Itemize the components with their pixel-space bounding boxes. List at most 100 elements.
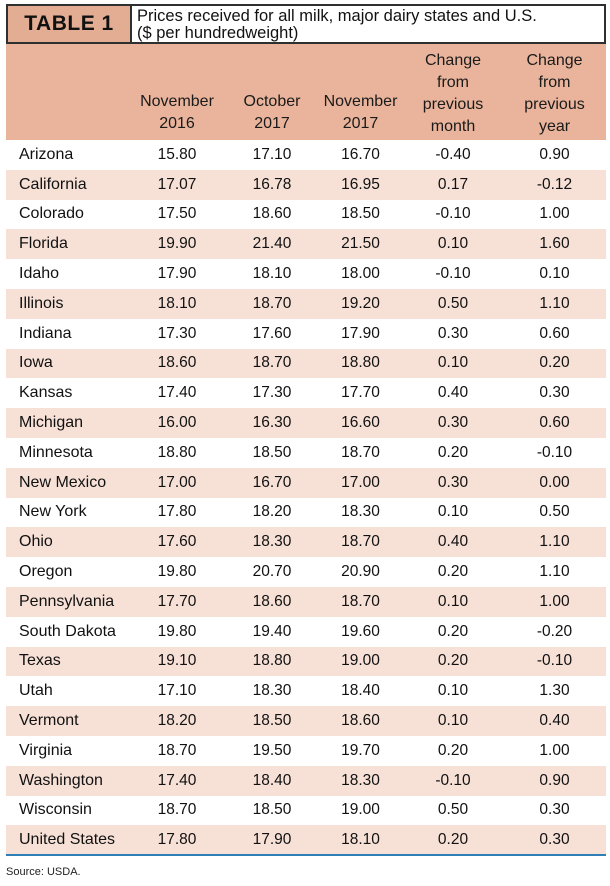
state-name: Arizona [19,145,74,163]
header-november-2016: November 2016 [128,44,226,140]
value-november-2017: 19.70 [341,741,380,759]
value-change-year: 1.10 [539,533,570,551]
value-november-2017: 16.60 [341,414,380,432]
table-row: Washington 17.40 18.40 18.30 -0.10 0.90 [6,765,606,796]
value-october-2017: 16.70 [252,473,292,491]
value-change-month: 0.10 [437,354,469,372]
state-name: Illinois [19,294,64,312]
value-november-2017: 20.90 [341,563,380,581]
state-name: Minnesota [19,443,93,461]
table-title-line: Prices received for all milk, major dair… [137,7,537,25]
value-change-year: 0.40 [539,712,570,730]
value-change-month: 0.17 [437,175,469,193]
value-november-2016: 17.07 [157,175,197,193]
value-november-2017: 17.90 [341,324,380,342]
state-name: Florida [19,235,68,253]
value-november-2017: 18.10 [341,831,380,849]
header-text: from [437,74,469,91]
header-text: 2017 [342,115,379,132]
value-change-year: 1.10 [539,563,570,581]
value-october-2017: 19.40 [252,622,292,640]
state-name: Utah [19,682,53,700]
value-october-2017: 18.80 [252,652,292,670]
value-october-2017: 21.40 [252,235,292,253]
value-november-2016: 15.80 [157,145,197,163]
value-change-year: 1.60 [539,235,570,253]
value-november-2016: 17.60 [157,533,197,551]
value-change-year: 0.00 [539,473,570,491]
header-text: October [243,93,301,110]
value-change-month: 0.40 [437,533,469,551]
value-november-2017: 18.30 [341,503,380,521]
value-november-2016: 18.80 [157,443,197,461]
value-november-2017: 18.80 [341,354,380,372]
value-november-2016: 19.90 [157,235,197,253]
value-change-month: 0.10 [437,235,469,253]
state-name: Vermont [19,712,79,730]
header-october-2017: October 2017 [226,44,318,140]
value-november-2017: 18.70 [341,592,380,610]
value-november-2017: 18.60 [341,712,380,730]
value-november-2016: 17.40 [157,771,197,789]
value-change-month: 0.30 [437,414,469,432]
table-title-bar: TABLE 1 Prices received for all milk, ma… [6,4,606,44]
value-change-year: 1.00 [539,592,570,610]
header-text: November [323,93,398,110]
header-text: previous [524,96,585,113]
table-number-label: TABLE 1 [8,6,132,42]
value-change-month: 0.40 [437,384,469,402]
table-row: Pennsylvania 17.70 18.60 18.70 0.10 1.00 [6,586,606,617]
table-row: Oregon 19.80 20.70 20.90 0.20 1.10 [6,557,606,587]
header-text: from [538,74,571,91]
value-change-month: 0.20 [437,741,469,759]
state-name: New York [19,503,87,521]
value-change-month: -0.40 [435,145,471,163]
value-november-2017: 19.00 [341,652,380,670]
value-november-2017: 19.00 [341,801,380,819]
state-name: Virginia [19,741,73,759]
value-change-month: 0.50 [437,294,469,312]
header-text: Change [424,52,482,69]
value-change-year: 0.30 [539,831,570,849]
header-change-month: Change from previous month [403,44,503,140]
value-change-month: 0.10 [437,592,469,610]
value-change-year: -0.12 [536,175,573,193]
value-october-2017: 16.78 [252,175,292,193]
value-october-2017: 17.90 [252,831,292,849]
header-text: November [140,93,214,110]
value-change-year: 1.00 [539,741,570,759]
value-november-2017: 17.70 [341,384,380,402]
value-november-2017: 18.70 [341,533,380,551]
table-row: Michigan 16.00 16.30 16.60 0.30 0.60 [6,408,606,438]
value-change-month: 0.20 [437,831,469,849]
table-row: South Dakota 19.80 19.40 19.60 0.20 -0.20 [6,616,606,647]
table-subtitle-line: ($ per hundredweight) [137,24,299,42]
state-name: Colorado [19,205,84,223]
state-name: Kansas [19,384,73,402]
value-november-2016: 17.00 [157,473,197,491]
value-change-year: 0.60 [539,414,570,432]
header-state [6,44,128,140]
table-title: Prices received for all milk, major dair… [132,6,604,42]
table-row: United States 17.80 17.90 18.10 0.20 0.30 [6,825,606,856]
table-row: Minnesota 18.80 18.50 18.70 0.20 -0.10 [6,437,606,468]
table-body: Arizona 15.80 17.10 16.70 -0.40 0.90 Californi… [6,140,606,856]
value-october-2017: 18.10 [252,265,292,283]
table-row: Florida 19.90 21.40 21.50 0.10 1.60 [6,229,606,260]
value-november-2016: 17.90 [157,265,197,283]
value-november-2017: 18.50 [341,205,380,223]
table-row: Arizona 15.80 17.10 16.70 -0.40 0.90 [6,140,606,170]
value-october-2017: 18.20 [252,503,292,521]
state-name: Pennsylvania [19,592,115,610]
value-november-2016: 18.60 [157,354,197,372]
value-change-year: -0.10 [536,443,573,461]
value-november-2016: 16.00 [157,414,197,432]
value-change-year: 1.00 [539,205,570,223]
header-text: previous [422,96,484,113]
header-text: month [430,118,476,135]
value-october-2017: 18.40 [252,771,292,789]
table-row: Indiana 17.30 17.60 17.90 0.30 0.60 [6,318,606,349]
value-change-year: 0.90 [539,145,570,163]
value-october-2017: 18.30 [252,533,292,551]
value-change-month: 0.10 [437,682,469,700]
